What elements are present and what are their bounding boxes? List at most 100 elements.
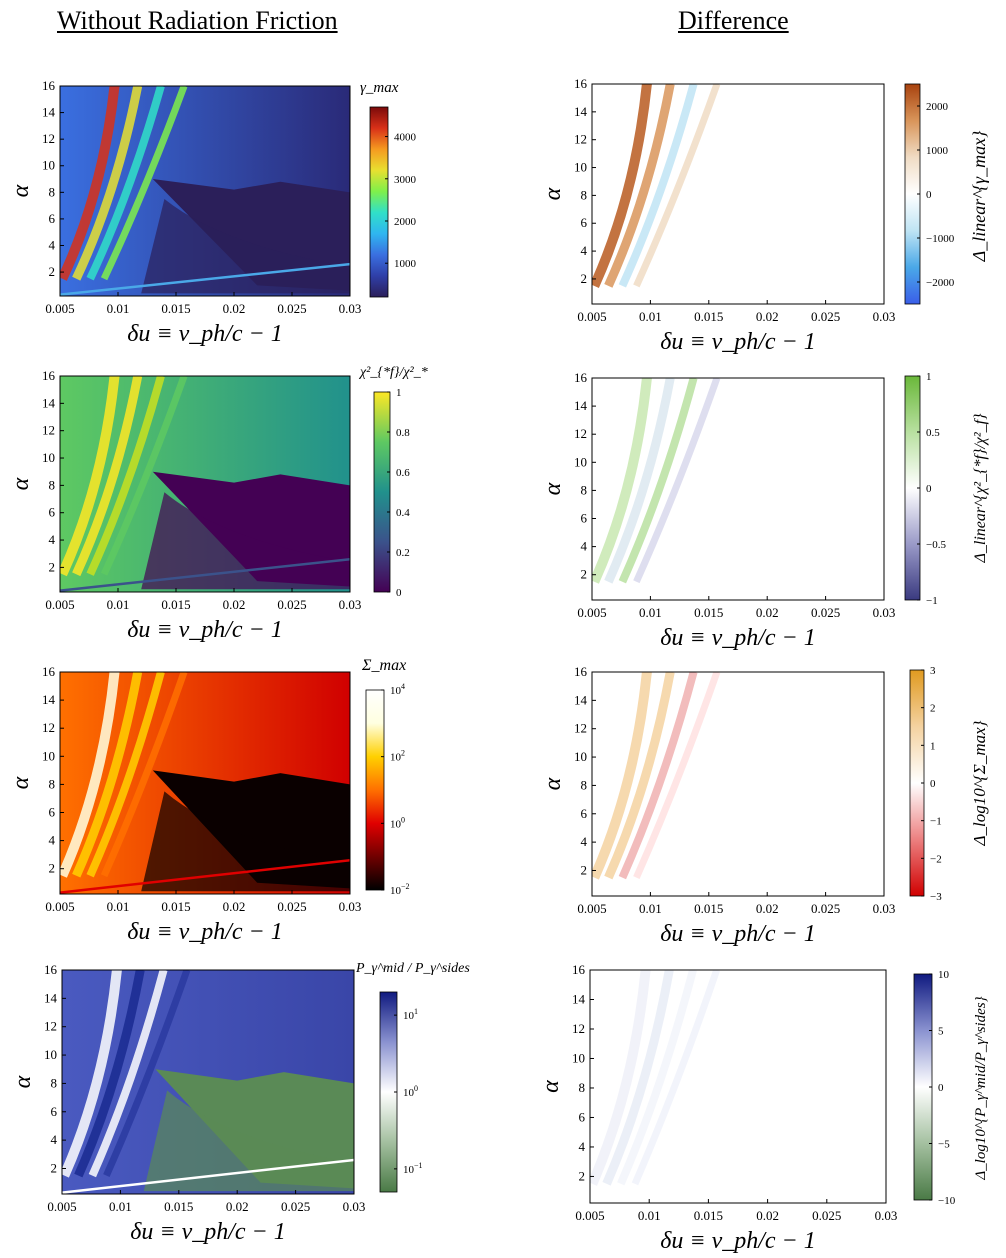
lower-band [60,557,350,592]
colorbar-tick-label: −1 [930,816,942,828]
x-axis-label: δu ≡ v_ph/c − 1 [127,617,283,643]
panel-row3-right: 0.005 0.01 0.015 0.02 0.025 0.03246810121416δ… [540,664,989,947]
y-axis-label: α [540,187,566,200]
y-tick-label: 10 [42,450,55,465]
x-tick-label: 0.005 [577,309,606,324]
colorbar-tick-label: 0 [926,483,932,495]
colorbar-label: χ²_{*f}/χ²_* [358,365,428,380]
y-tick-label: 6 [581,215,588,230]
y-tick-label: 10 [574,454,587,469]
y-tick-label: 2 [581,862,588,877]
y-tick-label: 4 [579,1139,586,1154]
heatmap-image [60,672,350,894]
ridge-band [592,84,652,288]
heatmap-background [592,378,884,600]
ridge-band [604,378,675,584]
axes-frame [61,969,355,1195]
ridge-band [100,672,188,878]
axes-frame [59,85,351,297]
heatmap-image [60,86,350,296]
colorbar-tick-label: 4000 [394,132,417,144]
colorbar-tick-label: 10 [938,969,950,981]
y-tick-label: 10 [42,748,55,763]
ridge-band [60,376,120,577]
x-tick-label: 0.02 [756,309,779,324]
colorbar-tick-label: 1 [926,371,932,383]
ridge-band [602,970,674,1186]
colorbar-tick-label: 100 [390,815,405,830]
x-tick-label: 0.03 [873,901,896,916]
colorbar-tick-label: 3000 [394,174,417,186]
y-tick-label: 4 [51,1132,58,1147]
colorbar-tick-label: −5 [938,1139,950,1151]
ridge-band [590,970,651,1186]
y-tick-label: 2 [49,861,56,876]
x-tick-label: 0.025 [811,309,840,324]
x-tick-label: 0.015 [161,597,190,612]
heatmap-background [592,672,884,896]
x-axis-label: δu ≡ v_ph/c − 1 [660,1228,816,1254]
x-tick-label: 0.02 [223,597,246,612]
x-tick-label: 0.015 [694,901,723,916]
y-tick-label: 6 [49,211,56,226]
colorbar-tick-label: 1 [930,740,936,752]
colorbar-tick-label: 1000 [926,145,949,157]
colorbar-label: γ_max [360,80,399,96]
colorbar-tick-label: 10−2 [390,882,410,897]
y-tick-label: 4 [49,237,56,252]
colorbar-tick-label: −0.5 [926,539,946,551]
x-tick-label: 0.015 [694,1208,723,1223]
x-axis-label: δu ≡ v_ph/c − 1 [127,321,283,347]
lower-band [60,262,350,296]
y-tick-label: 8 [51,1075,58,1090]
x-tick-label: 0.02 [226,1199,249,1214]
colorbar-tick-label: 2000 [926,101,949,113]
colorbar [365,689,385,891]
colorbar-label: Δ_linear^{χ²_{*f}/χ²_f} [972,413,989,564]
y-tick-label: 4 [581,834,588,849]
x-tick-label: 0.02 [223,899,246,914]
ridge-band [86,672,165,878]
x-axis-label: δu ≡ v_ph/c − 1 [660,921,816,947]
colorbar [369,106,389,298]
x-tick-label: 0.015 [161,301,190,316]
y-tick-label: 2 [49,264,56,279]
y-tick-label: 8 [579,1080,586,1095]
y-tick-label: 8 [581,482,588,497]
panel-row2-right: 0.005 0.01 0.015 0.02 0.025 0.03246810121416δ… [540,370,989,651]
x-tick-label: 0.02 [756,901,779,916]
y-tick-label: 4 [49,532,56,547]
y-tick-label: 6 [49,805,56,820]
x-tick-label: 0.02 [756,1208,779,1223]
heatmap-image [62,970,354,1194]
y-tick-label: 16 [572,962,586,977]
x-tick-label: 0.03 [873,309,896,324]
colorbar-tick-label: 0.5 [926,427,940,439]
y-axis-label: α [10,1075,36,1088]
colorbar-tick-label: 2 [930,703,936,715]
y-tick-label: 16 [42,78,56,93]
y-tick-label: 10 [574,749,587,764]
colorbar-tick-label: −3 [930,891,942,903]
ridge-band [618,672,698,880]
heatmap-image [592,84,884,304]
heatmap-image [592,672,884,896]
colorbar-label: Δ_log10^{P_γ^mid/P_γ^sides} [973,996,989,1180]
x-axis-label: δu ≡ v_ph/c − 1 [660,329,816,355]
colorbar-tick-label: 1000 [394,258,417,270]
y-tick-label: 10 [572,1050,585,1065]
ridge-band [72,376,143,577]
y-tick-label: 12 [42,131,55,146]
axes-frame [591,377,885,601]
axes-frame [59,375,351,593]
lower-band [62,1158,354,1194]
ridge-band [617,970,697,1186]
x-tick-label: 0.005 [47,1199,76,1214]
y-tick-label: 6 [581,806,588,821]
y-tick-label: 8 [49,184,56,199]
panel-row1-left: 0.005 0.01 0.015 0.02 0.025 0.03 2 4 6 8 10 12 14 16 δ… [8,78,417,347]
panel-row3-left: 0.005 0.01 0.015 0.02 0.025 0.03 2 4 6 8 10 12 14 16 δ… [8,657,410,945]
y-tick-label: 16 [574,664,588,679]
ridge-band [100,86,188,281]
